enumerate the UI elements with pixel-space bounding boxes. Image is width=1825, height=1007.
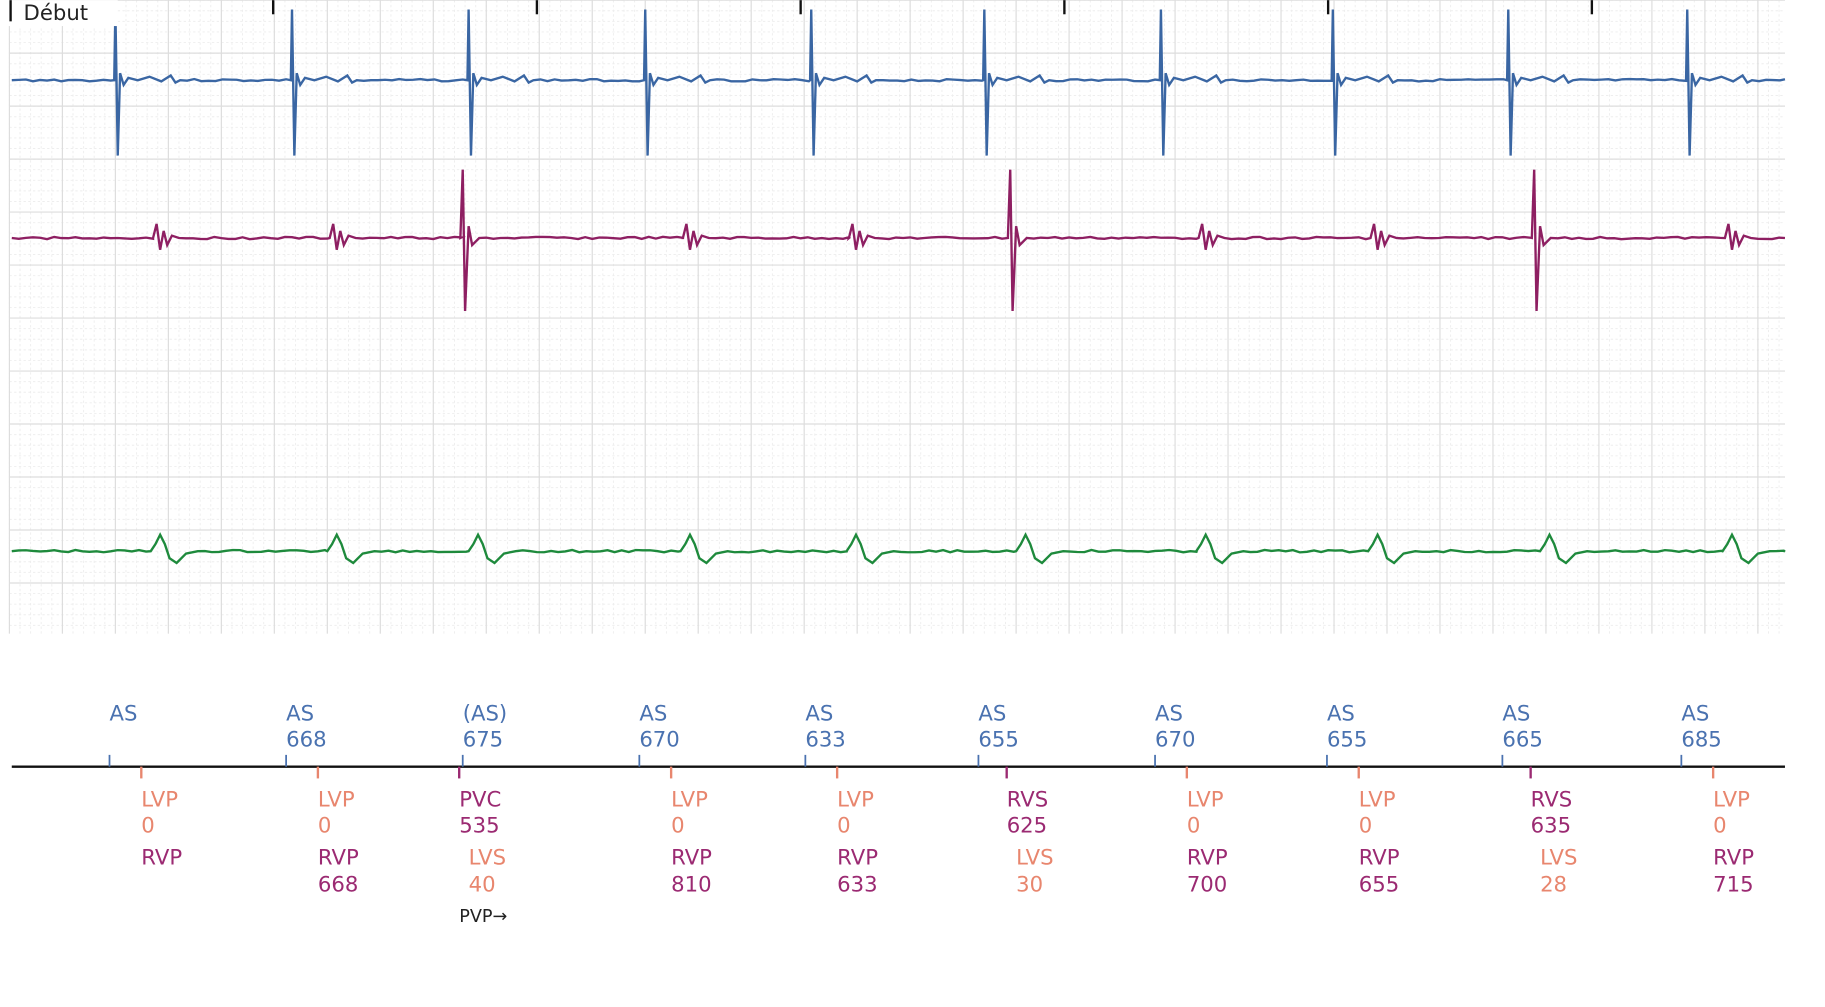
ventricular-value: 655: [1359, 871, 1399, 896]
atrial-label: AS: [1681, 701, 1709, 726]
ventricular-value: 810: [671, 871, 711, 896]
ventricular-label: RVP: [1187, 844, 1228, 869]
trace-ventricular: [11, 169, 1786, 312]
ventricular-value: 635: [1531, 813, 1571, 838]
ventricular-value: 668: [318, 871, 358, 896]
atrial-label: (AS): [463, 701, 507, 726]
atrial-interval: 670: [639, 727, 679, 752]
atrial-interval: 655: [1327, 727, 1367, 752]
atrial-interval: 655: [978, 727, 1018, 752]
ventricular-label: PVC: [459, 787, 501, 812]
ventricular-label: LVP: [141, 787, 178, 812]
atrial-label: AS: [1155, 701, 1183, 726]
ventricular-value: 700: [1187, 871, 1227, 896]
ventricular-label: LVP: [671, 787, 708, 812]
ventricular-value: 0: [837, 813, 850, 838]
atrial-label: AS: [110, 701, 138, 726]
trace-atrial: [11, 9, 1786, 156]
ventricular-value: 0: [318, 813, 331, 838]
atrial-label: AS: [1327, 701, 1355, 726]
ventricular-value: 0: [1359, 813, 1372, 838]
ventricular-label: LVP: [837, 787, 874, 812]
ventricular-value: 40: [469, 871, 496, 896]
atrial-interval: 670: [1155, 727, 1195, 752]
ventricular-label: LVS: [469, 844, 506, 869]
trace-surface: [11, 532, 1786, 565]
ventricular-label: LVP: [1359, 787, 1396, 812]
atrial-interval: 633: [805, 727, 845, 752]
ventricular-label: RVP: [141, 844, 182, 869]
ventricular-value: 535: [459, 813, 499, 838]
atrial-label: AS: [286, 701, 314, 726]
label-bg: [0, 0, 118, 27]
ventricular-label: RVP: [318, 844, 359, 869]
ventricular-value: 0: [1187, 813, 1200, 838]
ventricular-label: RVP: [837, 844, 878, 869]
ventricular-label: RVS: [1007, 787, 1049, 812]
ventricular-label: LVS: [1540, 844, 1577, 869]
ventricular-value: 30: [1016, 871, 1043, 896]
ventricular-label: LVS: [1016, 844, 1053, 869]
atrial-interval: 668: [286, 727, 326, 752]
atrial-interval: 665: [1502, 727, 1542, 752]
atrial-label: AS: [978, 701, 1006, 726]
atrial-interval: 685: [1681, 727, 1721, 752]
markers: AS AS668(AS)675AS670AS633AS655AS670AS655A…: [108, 701, 1754, 896]
ventricular-value: 0: [671, 813, 684, 838]
ventricular-label: RVP: [1359, 844, 1400, 869]
ventricular-label: LVP: [1187, 787, 1224, 812]
grid: [8, 0, 1785, 634]
ventricular-label: RVP: [1713, 844, 1754, 869]
ventricular-value: 625: [1007, 813, 1047, 838]
atrial-interval: 675: [463, 727, 503, 752]
ventricular-value: 0: [1713, 813, 1726, 838]
ventricular-label: LVP: [1713, 787, 1750, 812]
ventricular-value: 28: [1540, 871, 1567, 896]
ventricular-label: LVP: [318, 787, 355, 812]
atrial-label: AS: [1502, 701, 1530, 726]
ventricular-value: 0: [141, 813, 154, 838]
atrial-label: AS: [639, 701, 667, 726]
start-label: Début: [24, 0, 89, 25]
atrial-label: AS: [805, 701, 833, 726]
ventricular-label: RVS: [1531, 787, 1573, 812]
ventricular-value: 715: [1713, 871, 1753, 896]
ventricular-label: RVP: [671, 844, 712, 869]
annotation: PVP→: [459, 907, 507, 927]
ventricular-value: 633: [837, 871, 877, 896]
traces: [11, 9, 1786, 565]
